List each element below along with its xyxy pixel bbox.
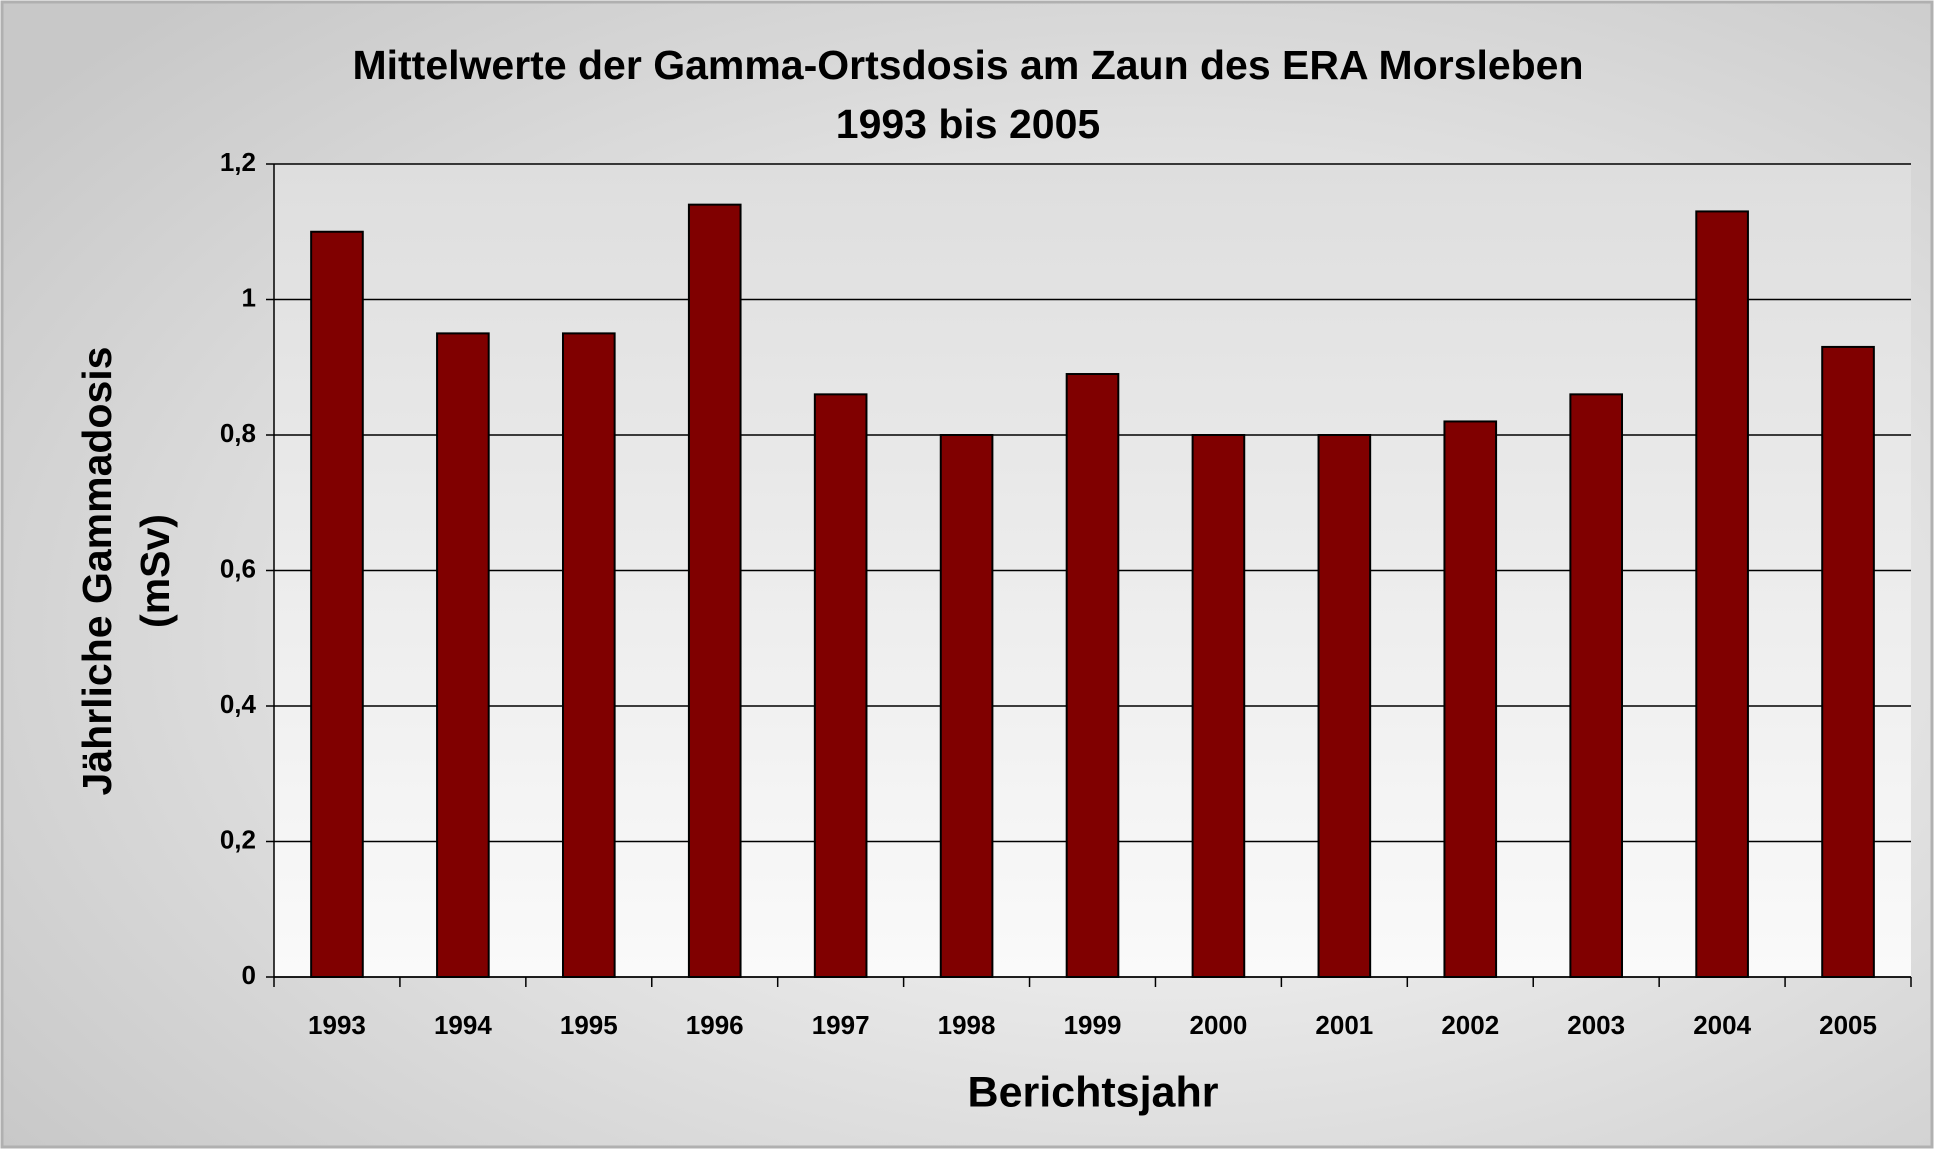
x-tick-label: 1998 [938, 1010, 996, 1040]
y-tick-label: 1 [242, 282, 256, 312]
x-tick-label: 1995 [560, 1010, 618, 1040]
y-tick-label: 0,6 [220, 553, 256, 583]
y-tick-label: 0,4 [220, 689, 257, 719]
bar [310, 230, 364, 978]
x-tick-label: 2000 [1190, 1010, 1248, 1040]
y-axis-label: Jährliche Gammadosis [74, 347, 120, 796]
x-tick-label: 1994 [434, 1010, 492, 1040]
bar [1317, 434, 1372, 978]
y-tick-label: 1,2 [220, 147, 256, 177]
bar [561, 332, 616, 978]
x-tick-label: 1993 [308, 1010, 366, 1040]
x-tick-label: 2002 [1441, 1010, 1499, 1040]
x-tick-label: 1999 [1064, 1010, 1122, 1040]
bar [1821, 345, 1875, 978]
x-axis-label: Berichtsjahr [968, 1068, 1219, 1116]
bar [1191, 434, 1246, 978]
chart-title: 1993 bis 2005 [836, 101, 1100, 147]
x-tick-label: 1997 [812, 1010, 870, 1040]
y-tick-label: 0,2 [220, 824, 256, 854]
bar [1443, 420, 1498, 978]
bar [1695, 210, 1749, 979]
bar [939, 434, 994, 978]
bar [813, 393, 868, 979]
chart-title: Mittelwerte der Gamma-Ortsdosis am Zaun … [352, 42, 1583, 88]
x-tick-label: 2005 [1819, 1010, 1877, 1040]
x-tick-label: 2003 [1567, 1010, 1625, 1040]
bar [687, 203, 742, 978]
y-tick-label: 0,8 [220, 418, 256, 448]
x-tick-label: 2001 [1315, 1010, 1373, 1040]
bar [1065, 373, 1120, 978]
y-axis-label: (mSv) [132, 514, 178, 628]
y-tick-label: 0 [242, 960, 256, 990]
x-tick-label: 1996 [686, 1010, 744, 1040]
bar [1569, 393, 1624, 979]
x-tick-label: 2004 [1693, 1010, 1751, 1040]
bar [436, 332, 490, 978]
